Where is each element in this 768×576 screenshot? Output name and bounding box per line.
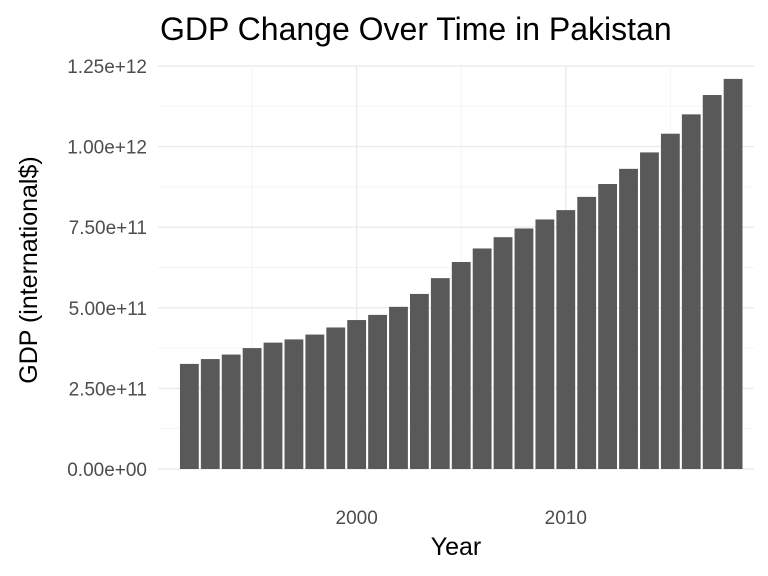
bar-2010: [556, 210, 576, 470]
bar-2013: [619, 168, 638, 469]
bar-1998: [305, 334, 325, 469]
bar-1994: [221, 354, 241, 469]
bars: [179, 78, 743, 470]
bar-2005: [451, 262, 471, 469]
bar-2006: [472, 248, 492, 469]
x-axis-tick-labels: 2000 2010: [336, 508, 587, 529]
bar-1992: [179, 363, 199, 469]
y-tick-label: 5.00e+11: [69, 299, 147, 320]
bar-2011: [577, 196, 597, 469]
y-tick-label: 1.25e+12: [67, 57, 147, 78]
bar-2017: [702, 95, 722, 470]
bar-2003: [409, 293, 429, 469]
bar-2018: [723, 78, 743, 470]
x-tick-label: 2010: [545, 508, 587, 529]
bar-2014: [640, 152, 659, 469]
bar-2012: [598, 184, 618, 469]
y-axis-tick-labels: 0.00e+00 2.50e+11 5.00e+11 7.50e+11 1.00e+12…: [67, 57, 147, 481]
bar-2001: [368, 314, 387, 469]
bar-2000: [347, 320, 367, 469]
bar-2009: [535, 219, 555, 469]
y-tick-label: 0.00e+00: [67, 460, 147, 481]
bar-1999: [326, 327, 346, 469]
y-tick-label: 7.50e+11: [69, 218, 147, 239]
bar-2016: [681, 114, 701, 470]
y-axis-title: GDP (international$): [15, 156, 43, 383]
bar-2015: [660, 133, 680, 469]
chart-title: GDP Change Over Time in Pakistan: [160, 11, 672, 47]
bar-2008: [514, 228, 534, 469]
bar-1995: [242, 348, 262, 469]
bar-2004: [430, 278, 450, 469]
bar-2007: [493, 237, 513, 469]
bar-2002: [389, 306, 408, 469]
x-axis-title: Year: [431, 533, 482, 561]
x-tick-label: 2000: [336, 508, 378, 529]
bar-1997: [284, 339, 304, 469]
y-tick-label: 2.50e+11: [69, 379, 147, 400]
y-tick-label: 1.00e+12: [67, 138, 147, 159]
bar-1993: [200, 359, 220, 469]
bar-1996: [263, 342, 283, 469]
